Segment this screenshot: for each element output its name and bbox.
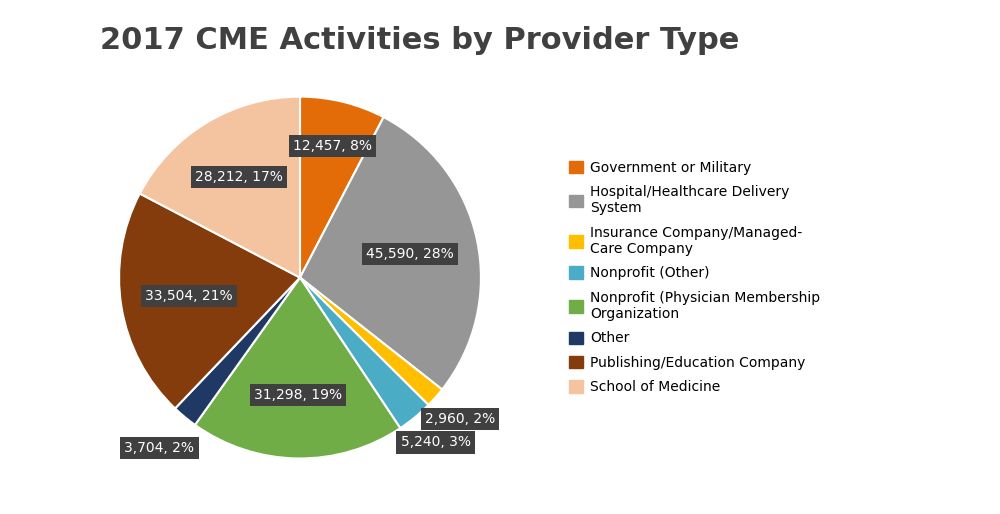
Wedge shape [175,278,300,425]
Legend: Government or Military, Hospital/Healthcare Delivery
System, Insurance Company/M: Government or Military, Hospital/Healthc… [569,161,820,394]
Text: 33,504, 21%: 33,504, 21% [145,289,233,303]
Text: 2,960, 2%: 2,960, 2% [425,412,495,426]
Wedge shape [300,278,428,428]
Text: 28,212, 17%: 28,212, 17% [195,170,283,184]
Text: 2017 CME Activities by Provider Type: 2017 CME Activities by Provider Type [100,26,740,54]
Wedge shape [119,193,300,409]
Wedge shape [300,117,481,390]
Wedge shape [300,97,384,278]
Text: 5,240, 3%: 5,240, 3% [401,435,471,449]
Text: 3,704, 2%: 3,704, 2% [124,440,194,455]
Wedge shape [140,97,300,278]
Wedge shape [300,278,442,405]
Text: 31,298, 19%: 31,298, 19% [254,388,342,402]
Wedge shape [195,278,400,458]
Text: 45,590, 28%: 45,590, 28% [366,247,454,261]
Text: 12,457, 8%: 12,457, 8% [293,139,372,153]
